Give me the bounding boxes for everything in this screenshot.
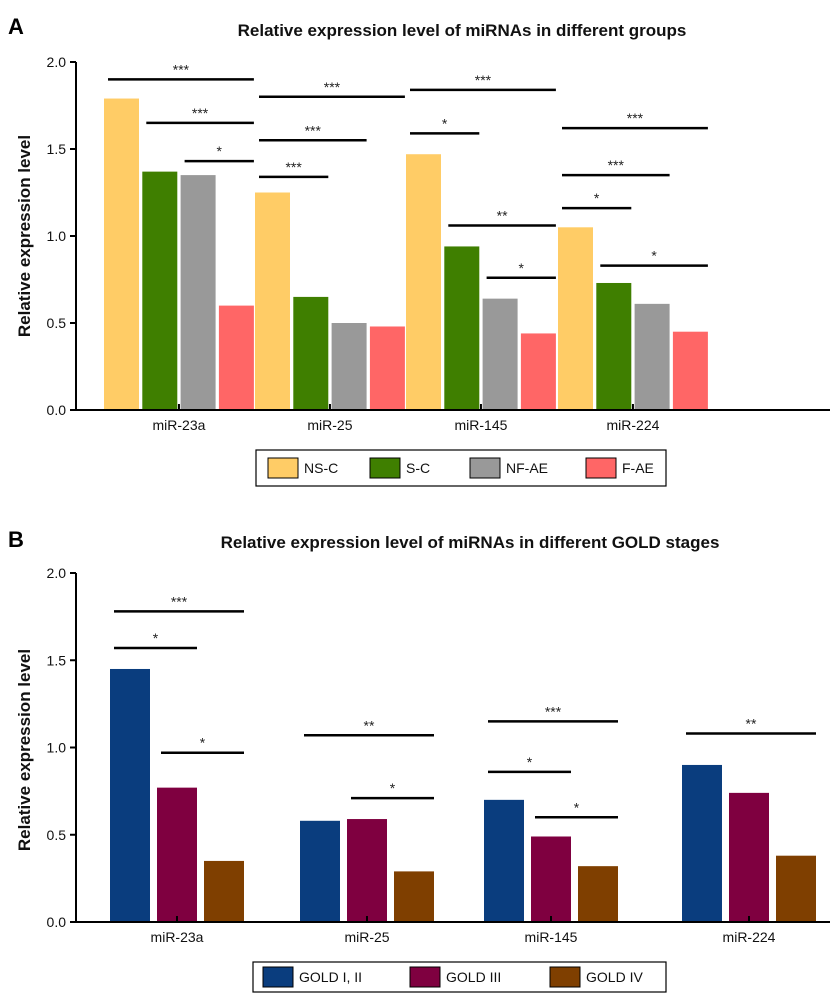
plot-area-a: 0.0 0.5 1.0 1.5 2.0 miR-23a miR-25 miR-145 miR-2… (47, 54, 830, 433)
y-axis-label-b: Relative expression level (15, 649, 34, 851)
legend-label: GOLD III (446, 969, 501, 985)
y-tick-label: 0.5 (47, 827, 67, 843)
y-axis-label-a: Relative expression level (15, 135, 34, 337)
bar-mir-224-s1 (729, 792, 769, 922)
significance-label: *** (545, 703, 562, 719)
bar-mir-23a-s1 (142, 171, 178, 410)
bar-mir-23a-s2 (204, 860, 244, 922)
y-tick-label: 1.5 (47, 652, 67, 668)
x-tick-label: miR-23a (152, 417, 205, 433)
significance-label: * (594, 190, 600, 206)
panel-a: A Relative expression level of miRNAs in… (8, 14, 830, 487)
y-tick-label: 0.0 (47, 402, 67, 418)
legend-swatch (369, 457, 401, 479)
bar-mir-25-s3 (369, 326, 405, 410)
significance-label: * (651, 248, 657, 264)
bar-mir-25-s2 (331, 323, 367, 410)
x-tick-label: miR-145 (525, 929, 578, 945)
significance-label: * (390, 780, 396, 796)
x-tick-label: miR-224 (723, 929, 776, 945)
legend-label: NF-AE (506, 460, 548, 476)
bar-mir-224-s2 (634, 303, 670, 410)
bar-mir-224-s0 (682, 764, 722, 922)
legend-swatch (409, 966, 441, 988)
chart-title-b: Relative expression level of miRNAs in d… (221, 533, 720, 552)
x-tick-label: miR-23a (151, 929, 204, 945)
bar-mir-23a-s0 (110, 668, 150, 922)
significance-label: *** (305, 122, 322, 138)
legend-swatch (549, 966, 581, 988)
bar-mir-23a-s2 (180, 175, 216, 410)
significance-label: *** (192, 105, 209, 121)
significance-label: *** (608, 157, 625, 173)
x-tick-label: miR-25 (307, 417, 352, 433)
x-tick-label: miR-145 (454, 417, 507, 433)
chart-title-a: Relative expression level of miRNAs in d… (238, 21, 687, 40)
significance-label: * (574, 799, 580, 815)
legend-swatch (469, 457, 501, 479)
x-tick-label: miR-25 (344, 929, 389, 945)
bar-mir-23a-s3 (218, 305, 254, 410)
legend-label: F-AE (622, 460, 654, 476)
significance-label: * (527, 754, 533, 770)
significance-label: *** (171, 593, 188, 609)
legend-label: S-C (406, 460, 430, 476)
significance-label: *** (475, 72, 492, 88)
bar-mir-25-s1 (347, 819, 387, 922)
y-tick-label: 1.5 (47, 141, 67, 157)
y-tick-label: 2.0 (47, 54, 67, 70)
bar-mir-23a-s1 (157, 787, 197, 922)
legend-a: NS-C S-C NF-AE F-AE (255, 449, 667, 487)
bar-mir-25-s2 (394, 871, 434, 922)
panel-letter-b: B (8, 527, 24, 552)
bar-mir-25-s1 (293, 296, 329, 410)
legend-swatch (262, 966, 294, 988)
bar-mir-25-s0 (300, 820, 340, 922)
y-tick-label: 1.0 (47, 740, 67, 756)
significance-label: *** (173, 61, 190, 77)
legend-label: NS-C (304, 460, 338, 476)
significance-label: ** (364, 717, 375, 733)
legend-swatch (585, 457, 617, 479)
significance-label: * (442, 115, 448, 131)
bar-mir-145-s2 (482, 298, 518, 410)
legend-swatch (267, 457, 299, 479)
y-tick-label: 0.0 (47, 914, 67, 930)
bar-mir-145-s1 (444, 246, 480, 410)
bar-mir-145-s0 (484, 799, 524, 922)
significance-label: ** (497, 208, 508, 224)
significance-label: *** (627, 110, 644, 126)
bar-mir-145-s0 (406, 154, 441, 410)
y-tick-label: 2.0 (47, 565, 67, 581)
bar-mir-224-s0 (558, 227, 593, 410)
bar-mir-224-s3 (672, 331, 708, 410)
bar-mir-224-s1 (596, 282, 632, 410)
significance-label: *** (324, 79, 341, 95)
significance-label: * (519, 260, 525, 276)
bar-mir-145-s1 (531, 836, 571, 922)
legend-b: GOLD I, II GOLD III GOLD IV (252, 961, 667, 993)
y-tick-label: 1.0 (47, 228, 67, 244)
legend-box (252, 961, 667, 993)
panel-b: B Relative expression level of miRNAs in… (8, 527, 830, 993)
plot-area-b: 0.0 0.5 1.0 1.5 2.0 miR-23a miR-25 miR-145 miR-2… (47, 565, 830, 945)
legend-label: GOLD I, II (299, 969, 362, 985)
significance-label: *** (285, 159, 302, 175)
significance-label: * (153, 630, 159, 646)
y-tick-label: 0.5 (47, 315, 67, 331)
bar-mir-145-s2 (578, 866, 618, 922)
bar-mir-23a-s0 (104, 98, 139, 410)
bar-mir-145-s3 (520, 333, 556, 410)
bar-mir-224-s2 (776, 855, 816, 922)
x-tick-label: miR-224 (606, 417, 659, 433)
bar-mir-25-s0 (255, 192, 290, 410)
significance-label: * (217, 143, 223, 159)
significance-label: ** (746, 716, 757, 732)
panel-letter-a: A (8, 14, 24, 39)
legend-label: GOLD IV (586, 969, 643, 985)
significance-label: * (200, 735, 206, 751)
